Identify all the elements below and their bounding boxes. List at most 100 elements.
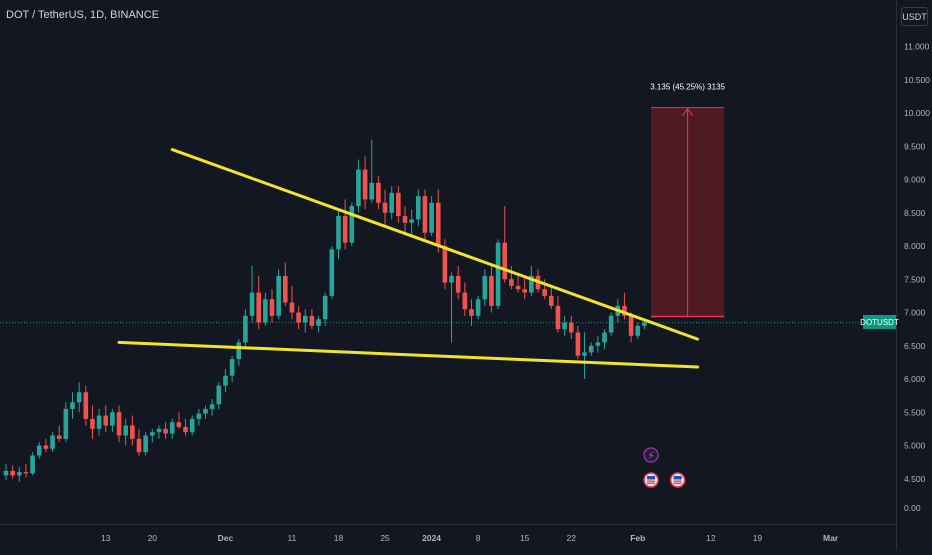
candle-up	[369, 139, 375, 203]
candle-down	[362, 156, 368, 210]
price-axis-label: 6.000	[904, 374, 926, 384]
candle-up	[63, 402, 69, 443]
candle-up	[223, 369, 228, 393]
candle-body	[322, 295, 328, 320]
candle-up	[203, 405, 208, 419]
candle-body	[542, 289, 547, 296]
candle-up	[635, 322, 641, 340]
candle-up	[449, 272, 454, 343]
price-axis-label: 5.000	[904, 441, 926, 451]
symbol-title[interactable]: DOT / TetherUS, 1D, BINANCE	[6, 9, 160, 21]
candle-down	[489, 265, 494, 313]
candle-body	[349, 206, 355, 243]
candle-down	[43, 438, 49, 453]
candle-up	[156, 425, 162, 439]
candle-up	[169, 418, 175, 439]
price-axis-label: 7.000	[904, 308, 926, 318]
candle-body	[309, 315, 315, 326]
candle-up	[595, 335, 601, 353]
candle-body	[515, 285, 521, 290]
candle-up	[302, 309, 308, 333]
candle-body	[422, 196, 428, 233]
candle-body	[103, 415, 109, 426]
candle-body	[209, 404, 215, 409]
candle-down	[183, 418, 188, 436]
candle-up	[36, 442, 42, 459]
candle-body	[622, 305, 627, 316]
candle-body	[90, 418, 95, 429]
candle-down	[462, 282, 468, 316]
candle-body	[123, 425, 128, 436]
candle-down	[130, 415, 135, 446]
candle-body	[389, 192, 394, 213]
candle-body	[189, 418, 195, 433]
candle-body	[17, 472, 22, 476]
currency-button[interactable]: USDT	[901, 7, 928, 26]
price-axis-label: 8.000	[904, 241, 926, 251]
measure-label: 3.135 (45.25%) 3135	[650, 83, 725, 92]
candle-body	[163, 428, 168, 434]
candle-down	[402, 206, 408, 233]
candle-up	[562, 315, 567, 336]
candle-body	[249, 292, 255, 316]
candle-down	[136, 428, 142, 456]
candle-body	[70, 402, 75, 409]
candle-down	[56, 425, 62, 443]
candle-down	[515, 272, 521, 293]
candle-body	[96, 415, 102, 429]
candle-down	[509, 265, 514, 290]
candle-down	[396, 186, 401, 223]
price-axis-label: 5.500	[904, 407, 926, 417]
candle-body	[43, 445, 49, 449]
candle-body	[176, 422, 182, 427]
candle-body	[376, 182, 381, 203]
candle-body	[156, 428, 162, 433]
candle-down	[256, 275, 261, 330]
time-axis-label: 8	[476, 533, 481, 543]
time-axis-label: Feb	[630, 533, 645, 543]
candle-up	[389, 186, 394, 220]
candle-body	[50, 435, 55, 449]
candle-down	[382, 189, 388, 227]
time-axis-label: 11	[288, 533, 297, 543]
candle-body	[143, 435, 148, 453]
measure-arrow-head	[682, 107, 694, 116]
candle-down	[176, 412, 182, 429]
candle-up	[236, 339, 242, 366]
candle-up	[602, 329, 607, 350]
candle-body	[236, 342, 242, 360]
candle-body	[243, 315, 248, 343]
price-axis-label: 11.000	[904, 42, 930, 52]
candle-up	[356, 159, 361, 213]
candle-down	[469, 299, 474, 326]
candle-down	[435, 189, 441, 253]
candle-down	[342, 199, 348, 250]
candle-down	[10, 465, 15, 479]
candle-body	[36, 445, 42, 456]
candle-body	[362, 169, 368, 200]
time-axis-label: 18	[334, 533, 344, 543]
time-axis-label: 12	[706, 533, 716, 543]
candle-body	[575, 332, 581, 356]
candle-down	[90, 405, 95, 439]
candle-body	[329, 249, 335, 296]
candle-up	[263, 292, 268, 326]
candle-body	[435, 202, 441, 246]
candle-down	[455, 265, 461, 300]
candle-down	[116, 405, 122, 443]
candle-up	[336, 209, 341, 260]
candle-body	[63, 408, 69, 439]
candle-down	[23, 464, 29, 478]
candle-body	[216, 385, 222, 405]
candle-down	[376, 176, 381, 210]
candle-up	[475, 295, 481, 320]
candle-body	[196, 413, 202, 419]
candle-down	[422, 189, 428, 240]
time-axis-label: 15	[520, 533, 530, 543]
candle-down	[269, 289, 275, 323]
candle-up	[110, 408, 115, 433]
candle-up	[276, 269, 281, 320]
candle-body	[283, 275, 288, 303]
